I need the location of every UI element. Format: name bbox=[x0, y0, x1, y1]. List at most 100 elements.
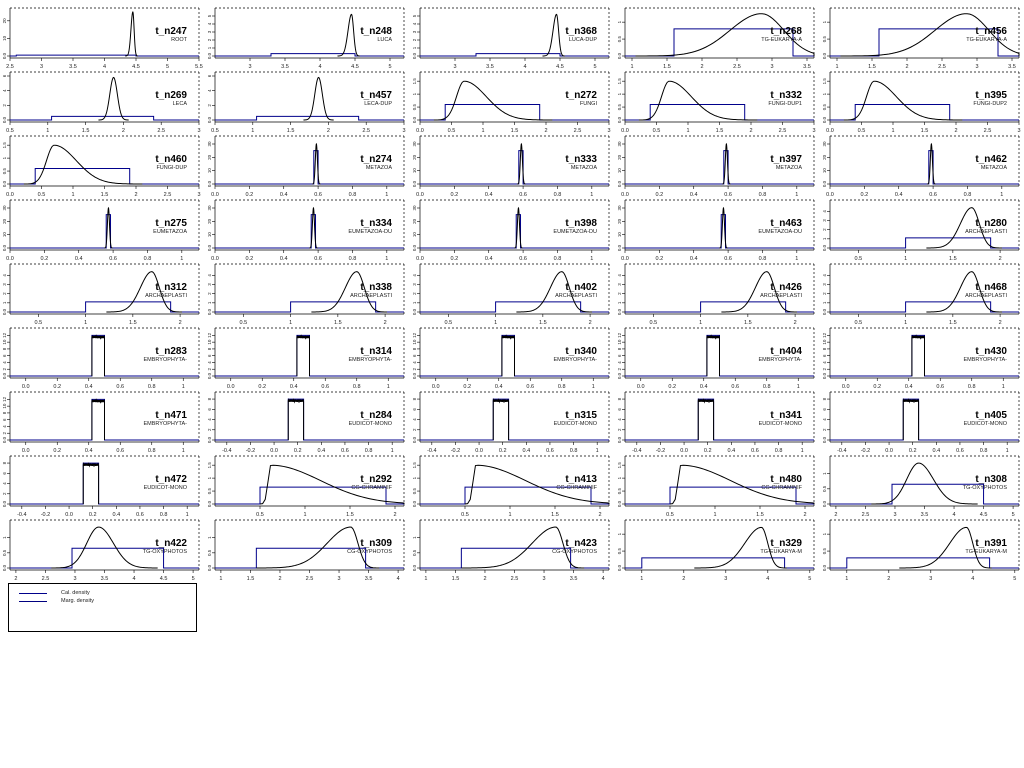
x-tick-label: -0.4 bbox=[222, 448, 231, 454]
panel-subtitle: EUMETAZOA-DU bbox=[348, 229, 392, 235]
y-tick-label: 2 bbox=[822, 367, 827, 370]
x-tick-label: 2.5 bbox=[574, 128, 582, 134]
y-tick-label: 6 bbox=[617, 408, 622, 411]
y-tick-label: 0.0 bbox=[2, 500, 7, 507]
y-tick-label: 20 bbox=[412, 218, 417, 224]
x-tick-label: 1 bbox=[387, 384, 390, 390]
x-tick-label: 0.8 bbox=[160, 512, 168, 518]
x-tick-label: 2.5 bbox=[862, 512, 870, 518]
y-tick-label: 0.5 bbox=[617, 547, 622, 554]
y-tick-label: 12 bbox=[207, 332, 212, 338]
x-tick-label: -0.4 bbox=[427, 448, 436, 454]
x-tick-label: 1.5 bbox=[539, 320, 547, 326]
x-tick-label: 2 bbox=[278, 576, 281, 582]
x-tick-label: 0.0 bbox=[6, 192, 14, 198]
x-tick-label: 2 bbox=[384, 320, 387, 326]
calibration-density-line bbox=[420, 214, 609, 249]
x-tick-label: 2 bbox=[999, 256, 1002, 262]
y-tick-label: 4 bbox=[207, 22, 212, 25]
y-tick-label: 0.5 bbox=[617, 103, 622, 110]
y-tick-label: 10 bbox=[822, 168, 827, 174]
x-tick-label: 1.5 bbox=[921, 128, 929, 134]
y-tick-label: 30 bbox=[617, 141, 622, 147]
x-tick-label: 0.4 bbox=[690, 192, 698, 198]
marginal-density-line bbox=[669, 464, 815, 505]
x-tick-label: 0.6 bbox=[936, 384, 944, 390]
x-tick-label: 0.6 bbox=[724, 256, 732, 262]
x-tick-label: 5 bbox=[1012, 512, 1015, 518]
marginal-density-line bbox=[501, 334, 515, 376]
calibration-density-line bbox=[420, 334, 609, 377]
x-tick-label: 3 bbox=[338, 576, 341, 582]
y-tick-label: 6 bbox=[207, 408, 212, 411]
marginal-density-line bbox=[312, 142, 321, 185]
x-tick-label: 0.2 bbox=[656, 256, 664, 262]
x-tick-label: 0.8 bbox=[554, 256, 562, 262]
y-tick-label: 0.0 bbox=[412, 564, 417, 571]
panel-title: t_n272 bbox=[565, 90, 597, 101]
x-tick-label: 1 bbox=[182, 384, 185, 390]
y-tick-label: 0.0 bbox=[207, 116, 212, 123]
x-tick-label: 0.8 bbox=[968, 384, 976, 390]
x-tick-label: 0.4 bbox=[700, 384, 708, 390]
panel-subtitle: ROOT bbox=[171, 37, 188, 43]
x-tick-label: 0.5 bbox=[445, 320, 453, 326]
x-tick-label: 1 bbox=[640, 576, 643, 582]
x-tick-label: 5 bbox=[808, 576, 811, 582]
y-tick-label: 4 bbox=[617, 418, 622, 421]
legend-item-marg: Marg. density bbox=[19, 597, 94, 605]
y-tick-label: 1 bbox=[412, 536, 417, 539]
y-tick-label: 0.5 bbox=[822, 547, 827, 554]
x-tick-label: 0.2 bbox=[873, 384, 881, 390]
y-tick-label: 2 bbox=[412, 428, 417, 431]
y-tick-label: 2 bbox=[2, 292, 7, 295]
panel-title: t_n462 bbox=[975, 154, 1007, 165]
panel-subtitle: CG-CHRAMINIF bbox=[351, 485, 392, 491]
y-tick-label: 0.0 bbox=[617, 52, 622, 59]
x-tick-label: 0.8 bbox=[148, 448, 156, 454]
y-tick-label: 0.0 bbox=[822, 308, 827, 315]
x-tick-label: 0.8 bbox=[964, 192, 972, 198]
panel-title: t_n269 bbox=[155, 90, 187, 101]
y-tick-label: 4 bbox=[207, 418, 212, 421]
x-tick-label: 4 bbox=[766, 576, 769, 582]
x-tick-label: 0.4 bbox=[895, 192, 903, 198]
x-tick-label: 3 bbox=[197, 192, 200, 198]
x-tick-label: 0.0 bbox=[842, 384, 850, 390]
x-tick-label: 0.6 bbox=[546, 448, 554, 454]
y-tick-label: 12 bbox=[822, 332, 827, 338]
panel-title: t_n329 bbox=[770, 538, 802, 549]
x-tick-label: 1 bbox=[795, 256, 798, 262]
y-tick-label: 1.5 bbox=[2, 142, 7, 149]
panel-title: t_n422 bbox=[155, 538, 187, 549]
y-tick-label: 10 bbox=[617, 339, 622, 345]
x-tick-label: 3.5 bbox=[921, 512, 929, 518]
x-tick-label: 3 bbox=[40, 64, 43, 70]
y-tick-label: 20 bbox=[412, 154, 417, 160]
x-tick-label: 0.5 bbox=[461, 512, 469, 518]
y-tick-label: 2 bbox=[822, 428, 827, 431]
x-tick-label: 2 bbox=[682, 576, 685, 582]
x-tick-label: 4 bbox=[971, 576, 974, 582]
panel-subtitle: EUDICOT-MONO bbox=[964, 421, 1008, 427]
x-tick-label: 1 bbox=[481, 128, 484, 134]
y-tick-label: 1.5 bbox=[617, 78, 622, 85]
y-tick-label: 0.5 bbox=[412, 549, 417, 556]
calibration-density-line bbox=[10, 115, 199, 121]
x-tick-label: 3 bbox=[197, 128, 200, 134]
x-tick-label: 1 bbox=[84, 320, 87, 326]
y-tick-label: 2 bbox=[412, 38, 417, 41]
calibration-density-line bbox=[420, 398, 609, 441]
y-tick-label: 0.0 bbox=[412, 436, 417, 443]
y-tick-label: 12 bbox=[2, 396, 7, 402]
calibration-density-line bbox=[10, 54, 199, 57]
